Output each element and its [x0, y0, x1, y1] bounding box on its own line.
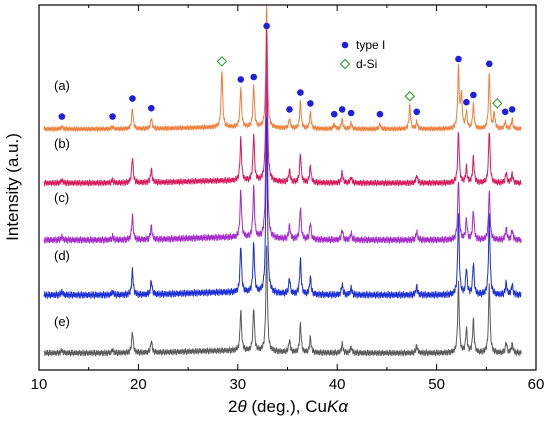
x-axis-title-theta: θ: [237, 397, 247, 416]
x-tick-label: 60: [528, 376, 545, 393]
d-si-marker: [491, 98, 503, 109]
type-i-marker: [508, 106, 516, 113]
series-line-b: [43, 29, 522, 187]
x-tick-label: 20: [130, 376, 147, 393]
type-i-marker: [338, 106, 346, 113]
type-i-marker: [347, 109, 355, 117]
x-axis-title-part: (deg.), Cu: [247, 397, 327, 416]
x-tick-label: 40: [329, 376, 346, 393]
series-label-b: (b): [54, 136, 70, 151]
legend-type-i-label: type I: [356, 38, 385, 52]
series-line-c: [43, 70, 522, 244]
marker-layer: [58, 22, 516, 120]
series-line-e: [43, 245, 522, 357]
x-axis-title-k: K: [327, 397, 339, 416]
series-label-c: (c): [54, 190, 69, 205]
type-i-marker: [237, 76, 245, 83]
type-i-marker: [250, 73, 257, 81]
x-axis-title-alpha: α: [338, 397, 349, 416]
type-i-marker: [455, 55, 462, 63]
type-i-marker: [307, 100, 314, 107]
series-layer: [43, 5, 522, 357]
type-i-marker: [286, 106, 293, 113]
type-i-marker: [376, 110, 384, 118]
series-line-d: [43, 116, 522, 299]
legend-d-si-label: d-Si: [356, 57, 377, 71]
type-i-marker: [501, 108, 509, 116]
type-i-marker: [148, 104, 155, 112]
series-label-d: (d): [54, 248, 70, 263]
legend-d-si-marker: [339, 58, 351, 70]
d-si-marker: [216, 56, 228, 67]
x-axis-ticks: 10 20 30 40 50 60: [31, 5, 545, 393]
y-axis-title: Intensity (a.u.): [3, 133, 22, 241]
x-tick-label: 30: [229, 376, 246, 393]
x-tick-label: 50: [428, 376, 445, 393]
type-i-marker: [470, 91, 477, 99]
x-axis-title-part: 2: [228, 397, 237, 416]
type-i-marker: [297, 89, 304, 96]
legend-type-i-marker: [341, 41, 349, 49]
x-tick-label: 10: [31, 376, 48, 393]
series-label-a: (a): [54, 78, 70, 93]
panel-labels: (a) (b) (c) (d) (e): [54, 78, 70, 329]
x-axis-title: 2θ (deg.), CuKα: [228, 397, 349, 416]
d-si-marker: [404, 90, 416, 102]
legend: type I d-Si: [339, 38, 385, 71]
type-i-marker: [109, 113, 116, 120]
type-i-marker: [263, 22, 270, 30]
type-i-marker: [58, 113, 66, 120]
type-i-marker: [485, 60, 493, 68]
series-line-a: [43, 5, 522, 132]
type-i-marker: [463, 98, 470, 106]
type-i-marker: [330, 110, 338, 118]
type-i-marker: [413, 108, 421, 116]
type-i-marker: [129, 95, 136, 102]
series-label-e: (e): [54, 314, 70, 329]
